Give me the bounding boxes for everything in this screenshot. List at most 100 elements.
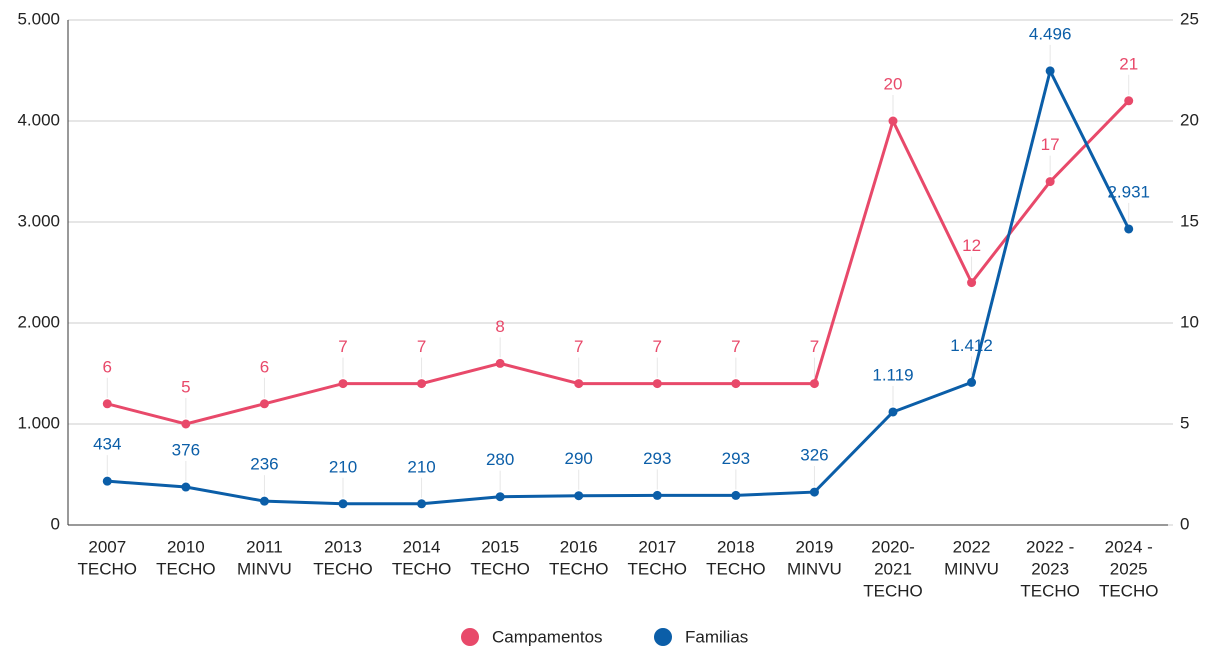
data-label: 1.412	[950, 336, 993, 355]
point	[181, 419, 191, 429]
data-label: 293	[643, 449, 671, 468]
point	[1124, 224, 1134, 234]
point	[495, 358, 505, 368]
x-tick-label: TECHO	[313, 559, 373, 578]
point	[967, 278, 977, 288]
x-tick-label: 2020-	[871, 537, 914, 556]
point	[809, 379, 819, 389]
y2-tick-label: 0	[1180, 514, 1189, 533]
legend-swatch	[654, 628, 672, 646]
data-label: 8	[495, 317, 504, 336]
data-label: 7	[810, 337, 819, 356]
x-tick-label: 2025	[1110, 559, 1148, 578]
legend-label: Familias	[685, 627, 748, 646]
point	[888, 116, 898, 126]
x-tick-label: TECHO	[156, 559, 216, 578]
series-line	[107, 66, 1131, 506]
data-label: 5	[181, 377, 190, 396]
x-tick-label: 2010	[167, 537, 205, 556]
point	[102, 399, 112, 409]
y-tick-label: 1.000	[17, 413, 60, 432]
y-tick-label: 0	[51, 514, 60, 533]
point	[574, 491, 584, 501]
data-label: 7	[338, 337, 347, 356]
data-label: 434	[93, 435, 121, 454]
x-tick-label: 2015	[481, 537, 519, 556]
x-tick-label: TECHO	[1020, 581, 1080, 600]
data-label: 2.931	[1107, 182, 1150, 201]
y-tick-label: 2.000	[17, 312, 60, 331]
data-label: 6	[260, 357, 269, 376]
x-tick-label: 2013	[324, 537, 362, 556]
point	[259, 496, 269, 506]
point	[652, 490, 662, 500]
x-tick-label: TECHO	[549, 559, 609, 578]
data-label: 1.119	[872, 365, 913, 384]
x-tick-label: 2014	[403, 537, 441, 556]
x-tick-label: 2016	[560, 537, 598, 556]
point	[652, 379, 662, 389]
x-tick-label: TECHO	[470, 559, 530, 578]
data-label: 7	[417, 337, 426, 356]
y2-tick-label: 5	[1180, 413, 1189, 432]
x-tick-label: 2018	[717, 537, 755, 556]
point	[259, 399, 269, 409]
point	[495, 492, 505, 502]
x-tick-label: 2021	[874, 559, 912, 578]
x-tick-label: 2019	[796, 537, 834, 556]
point	[1124, 96, 1134, 106]
data-label: 7	[653, 337, 662, 356]
data-label: 17	[1041, 135, 1060, 154]
series-line	[106, 99, 1130, 426]
data-label: 210	[329, 457, 357, 476]
x-tick-label: 2023	[1031, 559, 1069, 578]
y-tick-label: 3.000	[17, 211, 60, 230]
data-label: 20	[884, 74, 903, 93]
x-tick-label: 2024 -	[1105, 537, 1153, 556]
point	[181, 482, 191, 492]
point	[417, 379, 427, 389]
point	[731, 379, 741, 389]
data-label: 7	[574, 337, 583, 356]
data-label: 236	[250, 455, 278, 474]
data-label: 6	[103, 357, 112, 376]
legend-swatch	[461, 628, 479, 646]
x-tick-label: 2022	[953, 537, 991, 556]
x-tick-label: TECHO	[392, 559, 452, 578]
data-label: 12	[962, 236, 981, 255]
data-label: 293	[722, 449, 750, 468]
y-tick-label: 5.000	[17, 9, 60, 28]
point	[102, 476, 112, 486]
point	[967, 377, 977, 387]
y-tick-label: 4.000	[17, 110, 60, 129]
point	[731, 490, 741, 500]
y2-tick-label: 20	[1180, 110, 1199, 129]
legend-label: Campamentos	[492, 627, 603, 646]
x-tick-label: TECHO	[706, 559, 766, 578]
x-tick-label: MINVU	[787, 559, 842, 578]
x-tick-label: TECHO	[628, 559, 688, 578]
x-tick-label: TECHO	[78, 559, 138, 578]
data-label: 376	[172, 441, 200, 460]
data-label: 210	[407, 457, 435, 476]
data-label: 280	[486, 450, 514, 469]
y2-tick-label: 15	[1180, 211, 1199, 230]
data-label: 21	[1119, 54, 1138, 73]
point	[1045, 66, 1055, 76]
x-tick-label: 2017	[638, 537, 676, 556]
x-tick-label: MINVU	[237, 559, 292, 578]
point	[888, 407, 898, 417]
x-tick-label: TECHO	[863, 581, 923, 600]
x-tick-label: 2022 -	[1026, 537, 1074, 556]
point	[809, 487, 819, 497]
point	[338, 379, 348, 389]
y2-tick-label: 25	[1180, 9, 1199, 28]
x-tick-label: 2011	[246, 537, 283, 556]
data-label: 326	[800, 446, 828, 465]
data-label: 4.496	[1029, 24, 1072, 43]
y2-tick-label: 10	[1180, 312, 1199, 331]
x-tick-label: MINVU	[944, 559, 999, 578]
x-tick-label: 2007	[88, 537, 126, 556]
point	[338, 499, 348, 509]
